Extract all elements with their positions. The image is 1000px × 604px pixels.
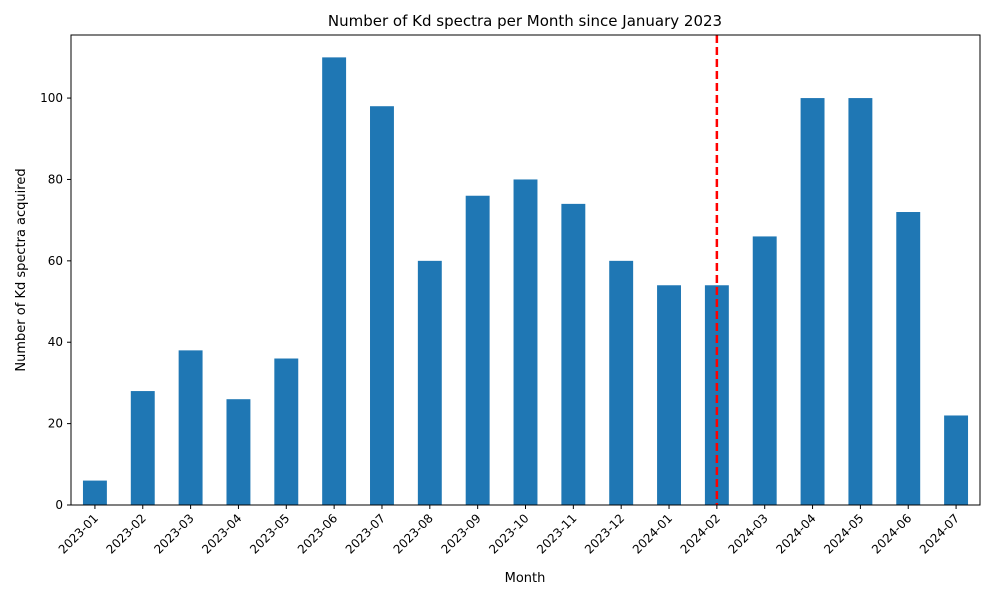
x-tick-label-2023-08: 2023-08 bbox=[391, 511, 436, 556]
x-tick-label-2023-09: 2023-09 bbox=[438, 511, 483, 556]
bar-2023-08 bbox=[417, 260, 442, 505]
bar-2023-10 bbox=[513, 179, 538, 506]
bar-2024-06 bbox=[896, 212, 921, 505]
x-tick-label-2023-07: 2023-07 bbox=[343, 511, 388, 556]
plot-frame bbox=[70, 34, 981, 506]
y-tick-label: 20 bbox=[48, 417, 63, 431]
x-tick-label-2024-03: 2024-03 bbox=[725, 511, 770, 556]
x-tick-label-2023-02: 2023-02 bbox=[104, 511, 149, 556]
bar-2023-05 bbox=[274, 358, 299, 505]
x-tick-label-2023-03: 2023-03 bbox=[151, 511, 196, 556]
bar-2024-01 bbox=[657, 285, 681, 505]
x-axis: 2023-01 2023-02 2023-03 2023-04 2023-05 2023-… bbox=[56, 505, 962, 557]
bar-2023-06 bbox=[322, 57, 347, 505]
y-tick-label: 0 bbox=[55, 498, 63, 512]
chart-title: Number of Kd spectra per Month since Jan… bbox=[328, 12, 722, 30]
x-tick-label-2023-01: 2023-01 bbox=[56, 511, 101, 556]
bar-2023-12 bbox=[609, 260, 634, 505]
x-tick-label-2024-01: 2024-01 bbox=[630, 511, 675, 556]
x-tick-label-2023-10: 2023-10 bbox=[486, 511, 531, 556]
x-tick-label-2023-12: 2023-12 bbox=[582, 511, 627, 556]
bar-2024-03 bbox=[752, 236, 777, 505]
bar-2023-04 bbox=[226, 399, 251, 505]
bar-2024-07 bbox=[944, 415, 969, 505]
y-tick-label: 60 bbox=[48, 254, 63, 268]
y-axis-label: Number of Kd spectra acquired bbox=[14, 168, 29, 371]
y-axis: 0 20 40 60 80 100 bbox=[40, 91, 71, 512]
x-tick-label-2023-05: 2023-05 bbox=[247, 511, 292, 556]
x-tick-label-2024-02: 2024-02 bbox=[678, 511, 723, 556]
bar-2023-02 bbox=[130, 391, 155, 505]
y-tick-label: 100 bbox=[40, 91, 63, 105]
y-tick-label: 80 bbox=[48, 172, 63, 186]
x-tick-label-2023-04: 2023-04 bbox=[199, 511, 244, 556]
x-tick-label-2024-04: 2024-04 bbox=[773, 511, 818, 556]
x-tick-label-2024-05: 2024-05 bbox=[821, 511, 866, 556]
y-tick-label: 40 bbox=[48, 335, 63, 349]
bar-2023-01 bbox=[82, 480, 107, 505]
bar-2023-07 bbox=[370, 106, 394, 505]
x-tick-label-2023-06: 2023-06 bbox=[295, 511, 340, 556]
bar-2023-09 bbox=[465, 195, 490, 505]
x-axis-label: Month bbox=[505, 571, 546, 586]
x-tick-label-2023-11: 2023-11 bbox=[534, 511, 579, 556]
bar-2024-05 bbox=[848, 98, 873, 505]
x-tick-label-2024-07: 2024-07 bbox=[917, 511, 962, 556]
bar-2023-11 bbox=[561, 203, 586, 506]
bar-2023-03 bbox=[178, 350, 203, 505]
bars-layer bbox=[82, 57, 969, 506]
x-tick-label-2024-06: 2024-06 bbox=[869, 511, 914, 556]
bar-2024-04 bbox=[800, 98, 825, 505]
